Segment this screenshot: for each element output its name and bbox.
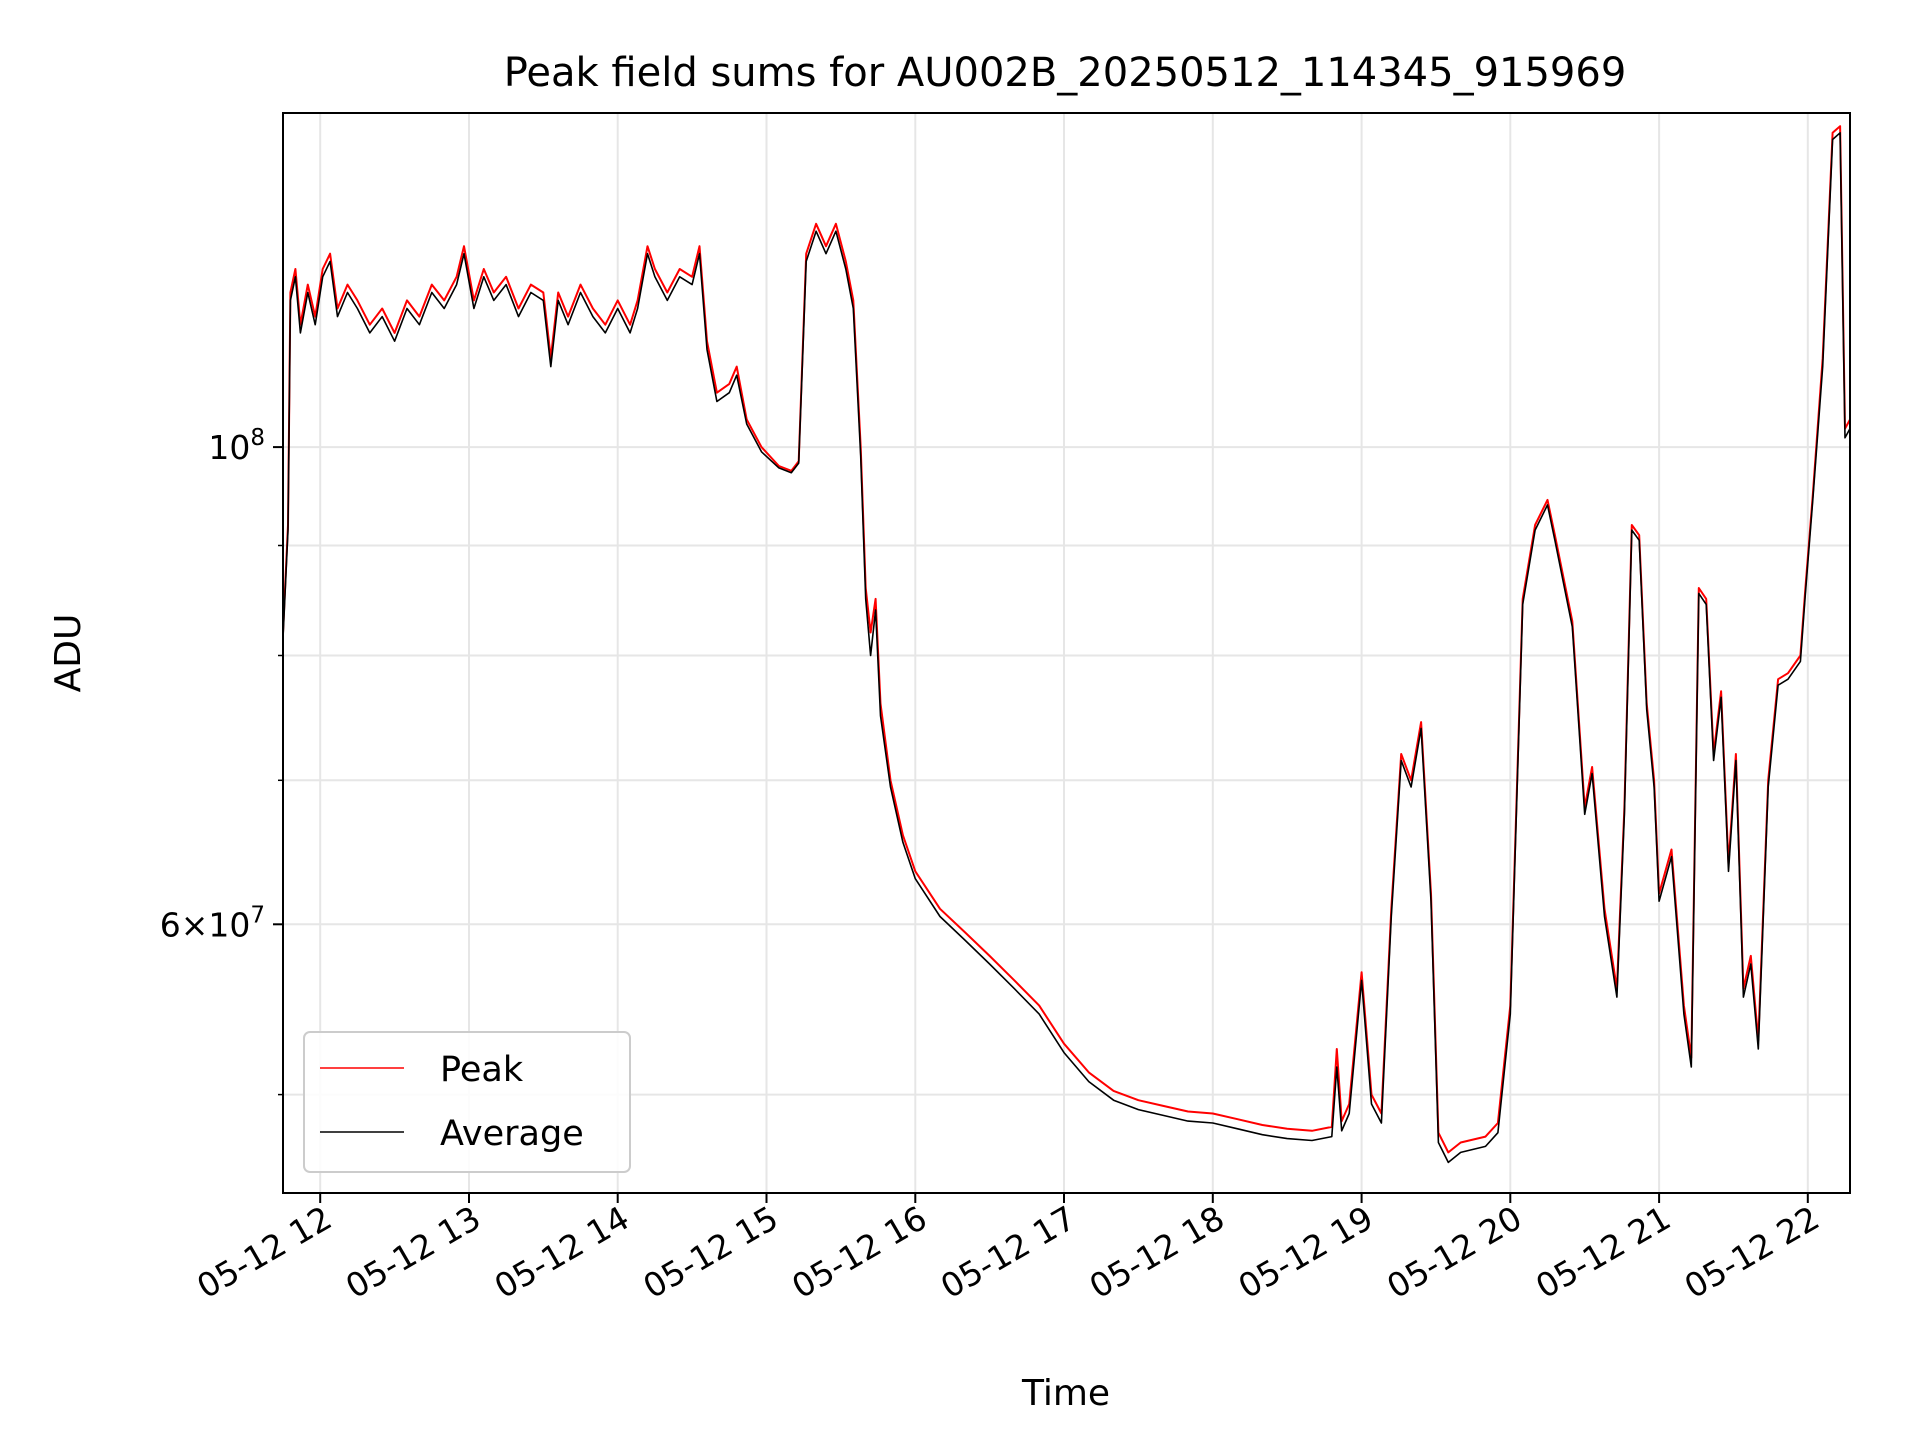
series-lines [282,125,1851,1164]
y-axis-label: ADU [48,614,89,693]
series-line-average [282,132,1851,1164]
x-axis-label: Time [1021,1373,1110,1414]
grid [283,113,1850,1193]
plot-frame [282,112,1851,1194]
legend-box [303,1031,631,1173]
y-tick-label: 108 [208,425,265,467]
y-tick-label: 6×107 [160,902,265,944]
series-line-peak [282,125,1851,1154]
y-tick-exponent: 8 [250,425,265,451]
y-axis: 108 6×107 [160,425,283,1096]
y-tick-base: 6×10 [160,905,251,944]
y-tick-exponent: 7 [250,902,265,928]
chart-title: Peak field sums for AU002B_20250512_1143… [504,50,1627,96]
y-tick-base: 10 [208,428,250,467]
legend: Peak Average [303,1031,631,1173]
legend-label-average: Average [440,1114,584,1154]
legend-label-peak: Peak [440,1050,524,1090]
